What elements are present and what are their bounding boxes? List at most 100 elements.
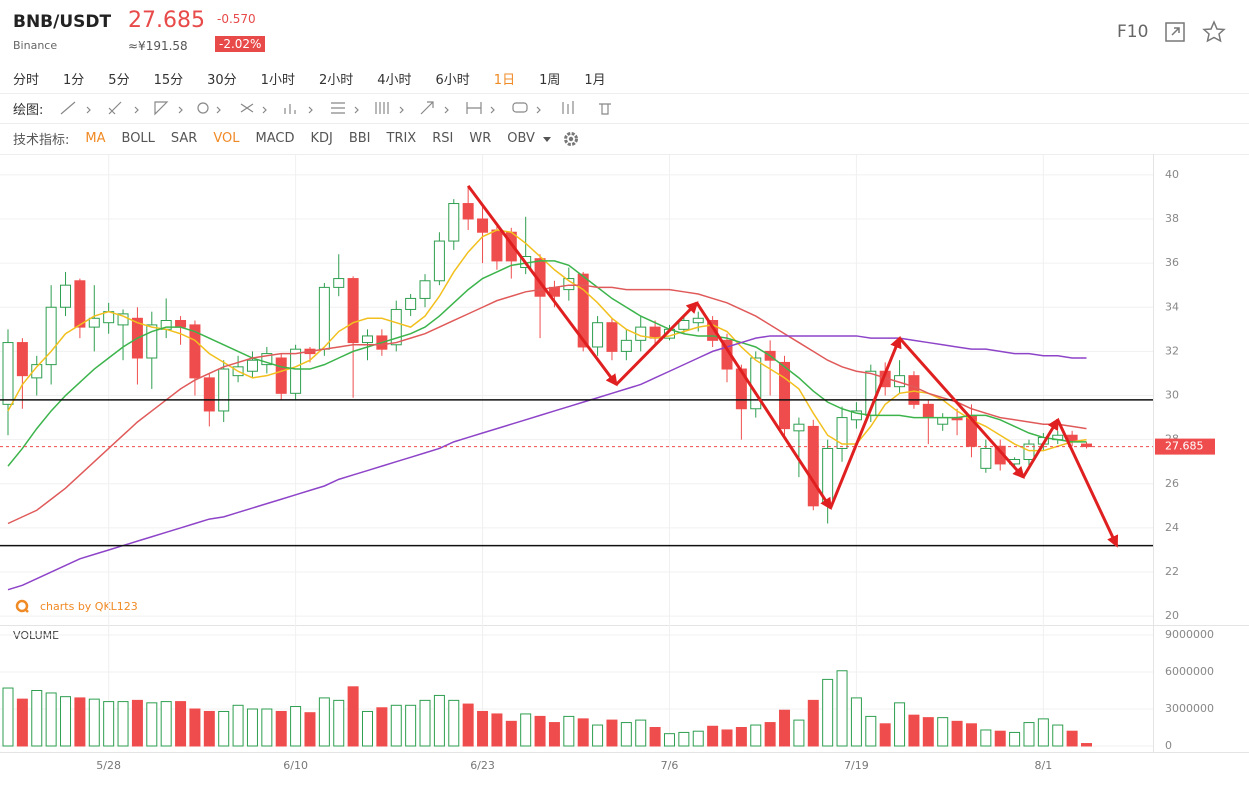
candle-body xyxy=(160,319,172,330)
candle-body xyxy=(965,414,977,447)
candle-body xyxy=(937,417,949,425)
indicator-button[interactable]: TRIX xyxy=(386,131,417,146)
candle-body xyxy=(980,447,992,469)
volume-bar xyxy=(103,701,115,747)
period-button[interactable]: 2小时 xyxy=(318,72,354,88)
x-tick-label: 5/28 xyxy=(96,759,121,772)
volume-bar xyxy=(520,713,532,747)
period-button[interactable]: 6小时 xyxy=(435,72,470,88)
volume-bar xyxy=(649,727,661,747)
indicator-button[interactable]: VOL xyxy=(213,131,240,146)
volume-bar xyxy=(1052,724,1064,747)
price: 27.685 xyxy=(128,8,205,33)
period-button[interactable]: 1日 xyxy=(493,72,516,88)
candle-body xyxy=(31,364,43,379)
change-pct: -2.02% xyxy=(215,36,266,52)
candle-body xyxy=(88,317,100,328)
volume-bar xyxy=(31,690,43,747)
volume-bar xyxy=(419,699,431,747)
candle-body xyxy=(836,417,848,449)
volume-bar xyxy=(462,703,474,747)
volume-title: VOLUME xyxy=(13,629,59,642)
candle-body xyxy=(376,335,388,350)
y-tick-label: 32 xyxy=(1165,344,1179,357)
candle-body xyxy=(117,313,129,326)
period-button[interactable]: 1分 xyxy=(63,72,85,88)
candle-body xyxy=(592,322,604,348)
volume-bar xyxy=(994,730,1006,747)
volume-bar xyxy=(663,733,675,747)
period-button[interactable]: 1月 xyxy=(584,72,606,88)
indicator-button[interactable]: MACD xyxy=(255,131,295,146)
volume-bar xyxy=(1037,718,1049,747)
ma-line xyxy=(7,284,1087,525)
volume-bar xyxy=(405,704,417,747)
indicator-button[interactable]: BBI xyxy=(348,131,371,146)
indicator-button[interactable]: BOLL xyxy=(121,131,155,146)
period-button[interactable]: 1周 xyxy=(539,72,561,88)
x-tick-label: 6/23 xyxy=(470,759,495,772)
ma-line xyxy=(7,335,1087,591)
volume-bar xyxy=(232,704,244,747)
volume-bar xyxy=(218,710,230,747)
volume-bar xyxy=(203,710,215,747)
candle-body xyxy=(865,370,877,416)
indicator-button[interactable]: OBV xyxy=(507,131,535,146)
candle-body xyxy=(318,286,330,350)
candle-body xyxy=(1081,443,1092,448)
volume-bar xyxy=(448,699,460,747)
indicator-button[interactable]: SAR xyxy=(170,131,198,146)
y-tick-label: 24 xyxy=(1165,521,1179,534)
indicator-button[interactable]: KDJ xyxy=(310,131,333,146)
expand-icon[interactable] xyxy=(1165,22,1185,42)
volume-bar xyxy=(175,701,187,747)
drawing-bar: 绘图: xyxy=(0,93,1249,124)
candle-body xyxy=(405,297,417,310)
candle-body xyxy=(1052,434,1064,441)
candle-body xyxy=(922,403,934,419)
candle-body xyxy=(347,278,359,344)
drawing-tools[interactable] xyxy=(57,98,617,118)
period-button[interactable]: 5分 xyxy=(108,72,130,88)
candle-body xyxy=(60,284,72,308)
period-button[interactable]: 1小时 xyxy=(260,72,295,88)
f10-button[interactable]: F10 xyxy=(1117,22,1149,42)
candle-body xyxy=(692,317,704,324)
volume-bar xyxy=(692,730,704,747)
volume-bar xyxy=(620,722,632,747)
candle-body xyxy=(246,359,258,372)
volume-bar xyxy=(735,727,747,747)
indicator-extras[interactable] xyxy=(541,129,581,149)
last-price-tag: 27.685 xyxy=(1165,440,1204,453)
volume-bar xyxy=(577,718,589,747)
period-button[interactable]: 30分 xyxy=(207,72,237,88)
volume-bar xyxy=(879,723,891,747)
candle-body xyxy=(448,203,460,242)
indicator-button[interactable]: WR xyxy=(469,131,492,146)
candle-body xyxy=(563,278,575,291)
trend-arrow xyxy=(466,184,618,387)
candle-body xyxy=(951,417,963,421)
volume-bar xyxy=(505,720,517,747)
last-price-tag-bg xyxy=(1155,438,1215,455)
candle-body xyxy=(2,342,14,405)
volume-bar xyxy=(2,687,14,747)
y-tick-label: 30 xyxy=(1165,389,1179,402)
volume-bar xyxy=(937,717,949,747)
volume-bar xyxy=(793,719,805,747)
indicator-button[interactable]: RSI xyxy=(432,131,454,146)
star-icon[interactable] xyxy=(1202,20,1226,43)
ma-line xyxy=(7,229,1087,452)
trend-arrow xyxy=(615,301,699,386)
indicator-button[interactable]: MA xyxy=(85,131,106,146)
period-button[interactable]: 4小时 xyxy=(377,72,412,88)
volume-tick-label: 3000000 xyxy=(1165,702,1214,715)
volume-bar xyxy=(1023,722,1035,747)
volume-bar xyxy=(908,714,920,747)
candle-body xyxy=(606,322,618,352)
volume-bar xyxy=(318,697,330,747)
volume-bar xyxy=(836,670,848,747)
period-button[interactable]: 15分 xyxy=(153,72,184,88)
period-button[interactable]: 分时 xyxy=(13,72,40,88)
